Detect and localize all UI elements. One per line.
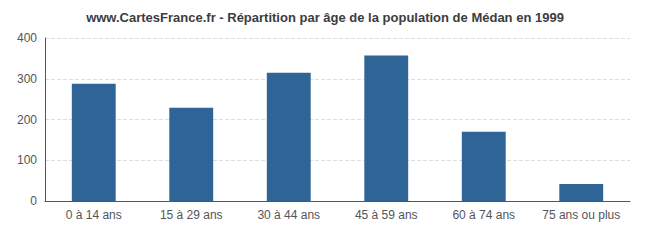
svg-text:45 à 59 ans: 45 à 59 ans — [355, 208, 418, 222]
svg-text:400: 400 — [17, 31, 37, 45]
svg-text:0 à 14 ans: 0 à 14 ans — [66, 208, 122, 222]
svg-text:www.CartesFrance.fr - Répartit: www.CartesFrance.fr - Répartition par âg… — [85, 10, 564, 25]
svg-text:300: 300 — [17, 72, 37, 86]
svg-text:0: 0 — [30, 194, 37, 208]
svg-text:75 ans ou plus: 75 ans ou plus — [542, 208, 620, 222]
svg-text:200: 200 — [17, 113, 37, 127]
svg-text:100: 100 — [17, 153, 37, 167]
svg-text:30 à 44 ans: 30 à 44 ans — [257, 208, 320, 222]
svg-text:60 à 74 ans: 60 à 74 ans — [452, 208, 515, 222]
svg-text:15 à 29 ans: 15 à 29 ans — [160, 208, 223, 222]
